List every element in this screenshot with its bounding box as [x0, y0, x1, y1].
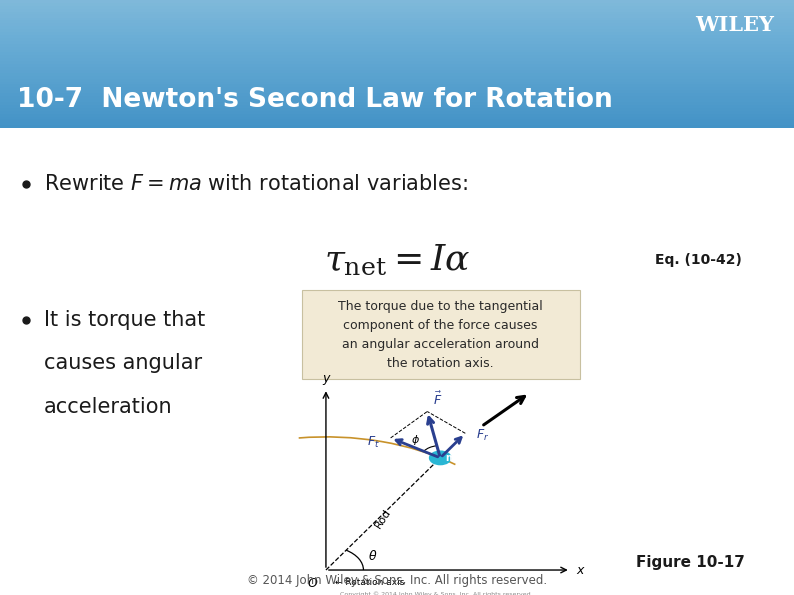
Text: acceleration: acceleration	[44, 397, 172, 417]
Text: $\tau_{\mathrm{net}} = I\alpha$: $\tau_{\mathrm{net}} = I\alpha$	[324, 243, 470, 277]
Text: Figure 10-17: Figure 10-17	[636, 555, 746, 570]
Text: O: O	[307, 577, 317, 590]
Text: x: x	[576, 563, 584, 577]
Text: $\phi$: $\phi$	[411, 433, 420, 447]
Text: Copyright © 2014 John Wiley & Sons, Inc. All rights reserved.: Copyright © 2014 John Wiley & Sons, Inc.…	[341, 591, 533, 595]
Text: causes angular: causes angular	[44, 353, 202, 373]
Text: WILEY: WILEY	[696, 15, 774, 35]
Text: Rod: Rod	[373, 507, 393, 530]
Text: 10-7  Newton's Second Law for Rotation: 10-7 Newton's Second Law for Rotation	[17, 87, 613, 113]
Text: y: y	[322, 372, 330, 385]
Text: $\vec{F}$: $\vec{F}$	[433, 391, 442, 408]
Text: ← Rotation axis: ← Rotation axis	[335, 578, 404, 587]
Circle shape	[430, 451, 451, 465]
FancyBboxPatch shape	[302, 290, 580, 380]
Text: It is torque that: It is torque that	[44, 310, 205, 330]
Text: Rewrite $F = ma$ with rotational variables:: Rewrite $F = ma$ with rotational variabl…	[44, 174, 468, 195]
Text: The torque due to the tangential
component of the force causes
an angular accele: The torque due to the tangential compone…	[338, 300, 543, 369]
Text: $F_r$: $F_r$	[476, 428, 489, 443]
Text: Eq. (10-42): Eq. (10-42)	[655, 253, 742, 267]
Text: $F_t$: $F_t$	[367, 435, 380, 450]
Text: © 2014 John Wiley & Sons, Inc. All rights reserved.: © 2014 John Wiley & Sons, Inc. All right…	[247, 574, 547, 587]
Text: $\theta$: $\theta$	[368, 549, 377, 563]
Text: m: m	[445, 453, 456, 463]
